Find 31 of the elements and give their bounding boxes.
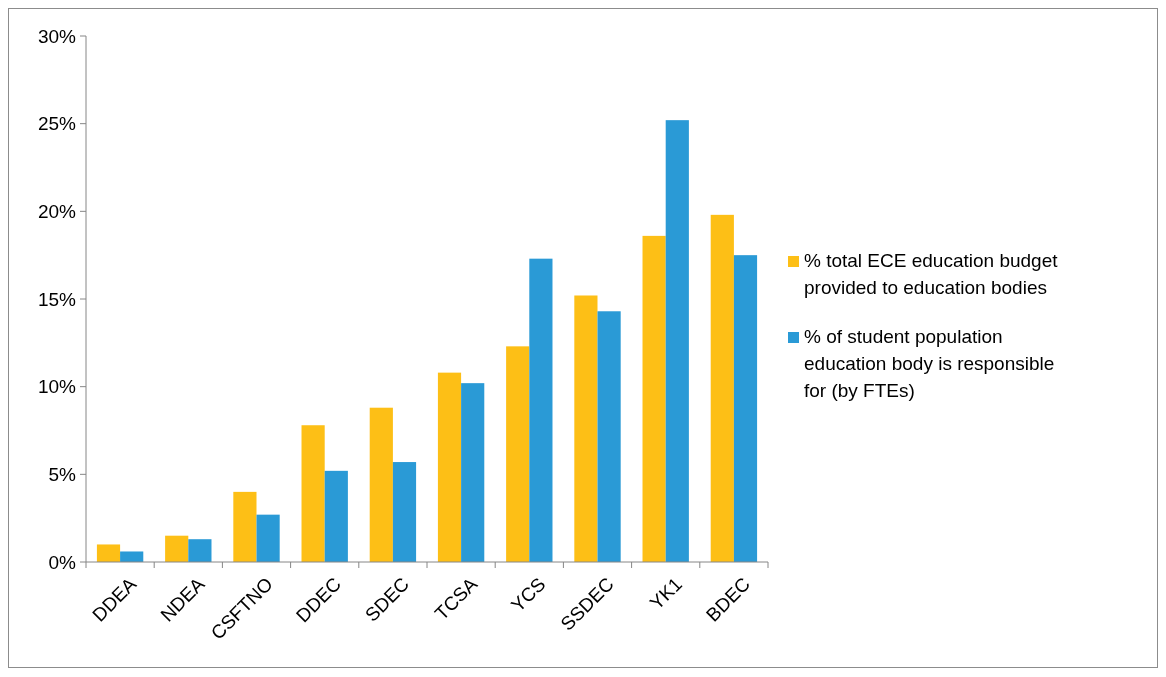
bar: [710, 214, 734, 562]
bar: [461, 383, 485, 562]
x-tick-label: YK1: [645, 573, 686, 614]
legend-label: % total ECE education budget provided to education bodies: [804, 250, 1059, 298]
y-tick-label: 15%: [37, 288, 77, 310]
bar: [369, 407, 393, 562]
y-tick-label: 0%: [48, 551, 77, 573]
bar: [233, 491, 257, 562]
bar: [437, 372, 462, 562]
bar: [96, 544, 121, 562]
bar: [324, 470, 348, 562]
y-tick-label: 20%: [37, 200, 77, 222]
y-tick-label: 5%: [48, 463, 77, 485]
bar: [256, 514, 280, 562]
y-tick-label: 25%: [37, 113, 77, 135]
x-tick-label: YCS: [507, 573, 550, 616]
bar: [120, 551, 144, 562]
y-tick-label: 10%: [37, 376, 77, 398]
legend-label: % of student population education body is responsible for (by FTEs): [804, 326, 1055, 401]
y-tick-label: 30%: [37, 25, 77, 47]
bar: [506, 346, 530, 562]
bar: [188, 539, 212, 562]
bar: [597, 311, 621, 562]
bar: [574, 295, 598, 562]
bar: [642, 235, 666, 562]
bar: [165, 535, 189, 562]
bar: [392, 462, 417, 562]
bar: [665, 120, 689, 562]
bar: [301, 425, 325, 562]
bar: [733, 255, 758, 562]
bar: [529, 258, 553, 562]
